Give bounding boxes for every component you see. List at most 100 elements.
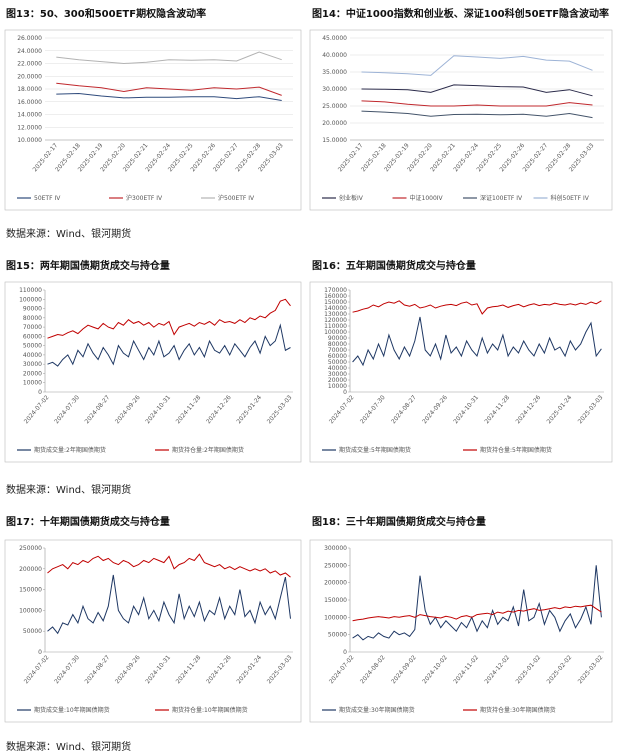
y-tick-label: 130000 (324, 311, 347, 318)
y-tick-label: 0 (38, 649, 42, 656)
series-line (361, 55, 593, 76)
series-line (352, 300, 602, 315)
legend-label: 创业板IV (339, 194, 364, 202)
y-tick-label: 90000 (23, 306, 42, 313)
y-tick-label: 0 (38, 389, 42, 396)
y-tick-label: 140000 (324, 305, 347, 312)
y-tick-label: 40000 (328, 365, 347, 372)
y-tick-label: 90000 (328, 335, 347, 342)
legend-label: 期货持仓量:5年期国债期货 (480, 446, 552, 454)
figure-title: 图13：50、300和500ETF期权隐含波动率 (6, 9, 207, 20)
y-tick-label: 100000 (324, 614, 347, 621)
y-tick-label: 0 (343, 649, 347, 656)
y-tick-label: 20.0000 (322, 120, 347, 127)
y-tick-label: 45.0000 (322, 35, 347, 42)
figure-title: 图14：中证1000指数和创业板、深证100科创50ETF隐含波动率 (312, 9, 610, 20)
series-line (352, 604, 602, 622)
legend-label: 期货成交量:2年期国债期货 (34, 446, 106, 454)
series-line (47, 298, 291, 339)
y-tick-label: 16.0000 (17, 99, 42, 106)
y-tick-label: 20000 (23, 370, 42, 377)
panel (4, 29, 302, 211)
figure-title: 图16：五年期国债期货成交与持仓量 (312, 261, 476, 272)
y-tick-label: 100000 (19, 607, 42, 614)
y-tick-label: 170000 (324, 287, 347, 294)
panel (309, 539, 613, 723)
y-tick-label: 0 (343, 389, 347, 396)
y-tick-label: 40000 (23, 352, 42, 359)
source: 数据来源：Wind、银河期货 (6, 485, 132, 496)
source: 数据来源：Wind、银河期货 (6, 229, 132, 240)
panel (309, 281, 613, 463)
y-tick-label: 15.0000 (322, 137, 347, 144)
y-tick-label: 200000 (19, 566, 42, 573)
y-tick-label: 18.0000 (17, 86, 42, 93)
legend-label: 期货成交量:5年期国债期货 (339, 446, 411, 454)
y-tick-label: 10000 (328, 383, 347, 390)
y-tick-label: 40.0000 (322, 52, 347, 59)
y-tick-label: 160000 (324, 293, 347, 300)
y-tick-label: 25.0000 (322, 103, 347, 110)
series-line (47, 553, 291, 578)
panel (4, 281, 302, 463)
y-tick-label: 150000 (324, 299, 347, 306)
y-tick-label: 200000 (324, 580, 347, 587)
y-tick-label: 70000 (23, 324, 42, 331)
series-line (352, 565, 602, 641)
series-line (47, 574, 291, 635)
legend-label: 期货成交量:10年期国债期货 (34, 706, 110, 714)
y-tick-label: 12.0000 (17, 124, 42, 131)
y-tick-label: 150000 (324, 597, 347, 604)
y-tick-label: 30000 (23, 361, 42, 368)
source: 数据来源：Wind、银河期货 (6, 742, 132, 753)
y-tick-label: 50000 (328, 359, 347, 366)
legend-label: 中证1000IV (410, 194, 444, 202)
legend-label: 50ETF IV (34, 195, 61, 202)
series-line (361, 110, 593, 119)
figure-title: 图17：十年期国债期货成交与持仓量 (6, 517, 170, 528)
series-line (56, 92, 282, 101)
y-tick-label: 35.0000 (322, 69, 347, 76)
legend-label: 期货持仓量:2年期国债期货 (172, 446, 244, 454)
y-tick-label: 110000 (19, 287, 42, 294)
legend-label: 科创50ETF IV (551, 194, 590, 202)
y-tick-label: 10000 (23, 380, 42, 387)
y-tick-label: 50000 (328, 632, 347, 639)
y-tick-label: 30000 (328, 371, 347, 378)
y-tick-label: 80000 (23, 315, 42, 322)
y-tick-label: 70000 (328, 347, 347, 354)
panel (309, 29, 613, 211)
legend-label: 期货持仓量:30年期国债期货 (480, 706, 556, 714)
y-tick-label: 50000 (23, 343, 42, 350)
y-tick-label: 30.0000 (322, 86, 347, 93)
series-line (47, 323, 291, 367)
series-line (361, 100, 593, 107)
panel (4, 539, 302, 723)
y-tick-label: 100000 (324, 329, 347, 336)
series-line (56, 51, 282, 65)
y-tick-label: 150000 (19, 587, 42, 594)
y-tick-label: 50000 (23, 628, 42, 635)
y-tick-label: 26.0000 (17, 35, 42, 42)
figure-title: 图18：三十年期国债期货成交与持仓量 (312, 517, 486, 528)
series-line (352, 316, 602, 367)
series-line (361, 84, 593, 97)
y-tick-label: 10.0000 (17, 137, 42, 144)
y-tick-label: 250000 (324, 562, 347, 569)
y-tick-label: 80000 (328, 341, 347, 348)
legend-label: 期货持仓量:10年期国债期货 (172, 706, 248, 714)
y-tick-label: 60000 (328, 353, 347, 360)
legend-label: 沪500ETF IV (218, 194, 255, 202)
y-tick-label: 20000 (328, 377, 347, 384)
legend-label: 沪300ETF IV (126, 194, 163, 202)
series-line (56, 82, 282, 96)
y-tick-label: 120000 (324, 317, 347, 324)
y-tick-label: 14.0000 (17, 112, 42, 119)
y-tick-label: 300000 (324, 545, 347, 552)
legend-label: 深证100ETF IV (480, 194, 523, 202)
y-tick-label: 250000 (19, 545, 42, 552)
y-tick-label: 60000 (23, 333, 42, 340)
y-tick-label: 20.0000 (17, 73, 42, 80)
